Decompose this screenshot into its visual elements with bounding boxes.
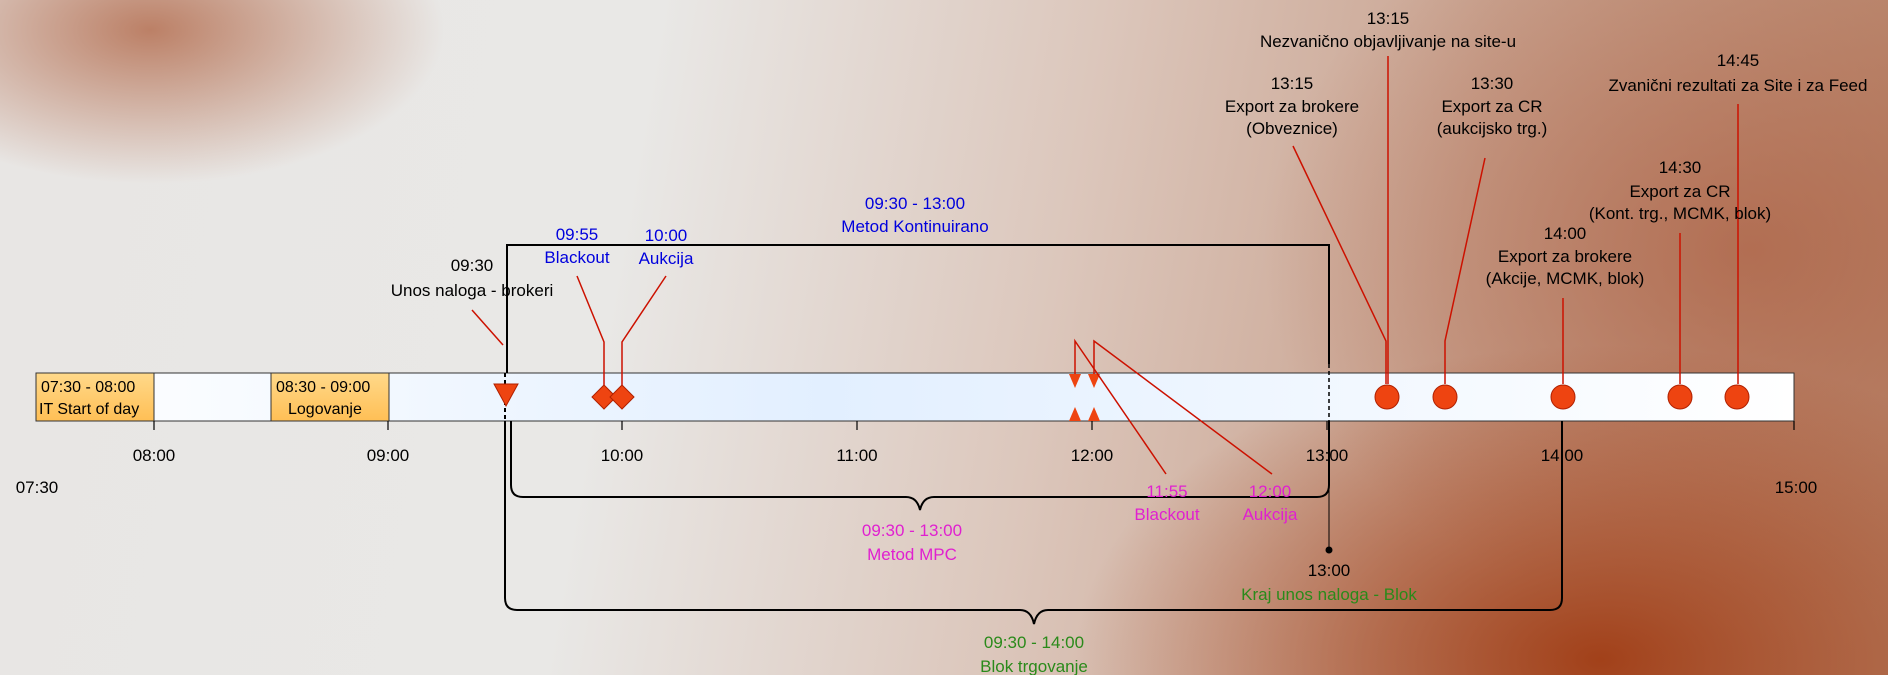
blackout1-time: 09:55 (556, 225, 599, 244)
kontinuirano-time: 09:30 - 13:00 (865, 194, 965, 213)
blackout2-marker-bottom (1069, 407, 1081, 421)
box-it-start-time: 07:30 - 08:00 (41, 379, 135, 396)
aukcija2-marker-top (1088, 374, 1100, 388)
export-cr-aukcijsko-circle (1432, 384, 1458, 410)
export-akcije-label1: Export za brokere (1498, 247, 1632, 266)
unos-triangle-marker (493, 383, 519, 408)
export-cr-aukcijsko-label1: Export za CR (1441, 97, 1542, 116)
mpc-label: Metod MPC (867, 545, 957, 564)
export-cr-kont-time: 14:30 (1659, 158, 1702, 177)
blok-time: 09:30 - 14:00 (984, 633, 1084, 652)
export-akcije-time: 14:00 (1544, 224, 1587, 243)
export-cr-kont-circle (1667, 384, 1693, 410)
export-cr-kont-label2: (Kont. trg., MCMK, blok) (1589, 204, 1771, 223)
unos-label: Unos naloga - brokeri (391, 281, 554, 300)
export-obveznice-circle (1374, 384, 1400, 410)
box-logovanje-time: 08:30 - 09:00 (276, 379, 370, 396)
blackout2-pointer-line (1074, 338, 1167, 475)
box-it-start-name: IT Start of day (39, 401, 139, 418)
export-akcije-label2: (Akcije, MCMK, blok) (1486, 269, 1645, 288)
tick-label-1100: 11:00 (836, 446, 877, 465)
blackout1-diamond-marker (591, 384, 617, 410)
box-it-start: 07:30 - 08:00 IT Start of day (35, 372, 155, 422)
unos-pointer-line (471, 309, 504, 346)
tick-label-0800: 08:00 (133, 446, 176, 465)
tick-labels: 08:00 09:00 10:00 11:00 12:00 13:00 14:0… (16, 446, 1818, 497)
blok-label: Blok trgovanje (980, 657, 1088, 675)
tick-label-1200: 12:00 (1071, 446, 1114, 465)
tick-label-1300: 13:00 (1306, 446, 1349, 465)
blackout1-pointer-line (576, 275, 605, 385)
aukcija1-label: Aukcija (639, 249, 694, 268)
zvanicni-time: 14:45 (1717, 51, 1760, 70)
zvanicni-circle (1724, 384, 1750, 410)
zvanicni-label: Zvanični rezultati za Site i za Feed (1609, 76, 1868, 95)
export-pointer-lines (1292, 56, 1739, 384)
mpc-brace (510, 421, 1330, 511)
blackout1-label: Blackout (544, 248, 609, 267)
export-cr-aukcijsko-label2: (aukcijsko trg.) (1437, 119, 1548, 138)
blok-brace (504, 421, 1563, 625)
tick-marks (153, 421, 1795, 430)
blackout2-marker-top (1069, 374, 1081, 388)
aukcija1-pointer-line (621, 275, 667, 385)
nezvanicno-label: Nezvanično objavljivanje na site-u (1260, 32, 1516, 51)
export-obveznice-time: 13:15 (1271, 74, 1314, 93)
nezvanicno-time: 13:15 (1367, 9, 1410, 28)
unos-time: 09:30 (451, 256, 494, 275)
kraj-label: Kraj unos naloga - Blok (1241, 585, 1417, 604)
aukcija1-time: 10:00 (645, 226, 688, 245)
blackout2-label: Blackout (1134, 505, 1199, 524)
aukcija2-pointer-line (1093, 339, 1273, 475)
export-akcije-circle (1550, 384, 1576, 410)
tick-label-1000: 10:00 (601, 446, 644, 465)
box-logovanje: 08:30 - 09:00 Logovanje (270, 372, 390, 422)
mpc-time: 09:30 - 13:00 (862, 521, 962, 540)
kraj-pointer-dot (1325, 546, 1333, 554)
export-obveznice-label1: Export za brokere (1225, 97, 1359, 116)
blackout2-time: 11:55 (1146, 482, 1187, 501)
kontinuirano-label: Metod Kontinuirano (841, 217, 988, 236)
aukcija1-diamond-marker (609, 384, 635, 410)
aukcija2-time: 12:00 (1249, 482, 1292, 501)
timeline-end-label: 15:00 (1775, 478, 1818, 497)
tick-label-0900: 09:00 (367, 446, 410, 465)
aukcija2-marker-bottom (1088, 407, 1100, 421)
export-obveznice-label2: (Obveznice) (1246, 119, 1338, 138)
box-logovanje-name: Logovanje (288, 401, 362, 418)
kraj-time: 13:00 (1308, 561, 1351, 580)
export-cr-aukcijsko-time: 13:30 (1471, 74, 1514, 93)
kontinuirano-bracket (506, 244, 1330, 373)
timeline-start-label: 07:30 (16, 478, 59, 497)
aukcija2-label: Aukcija (1243, 505, 1298, 524)
export-cr-kont-label1: Export za CR (1629, 182, 1730, 201)
